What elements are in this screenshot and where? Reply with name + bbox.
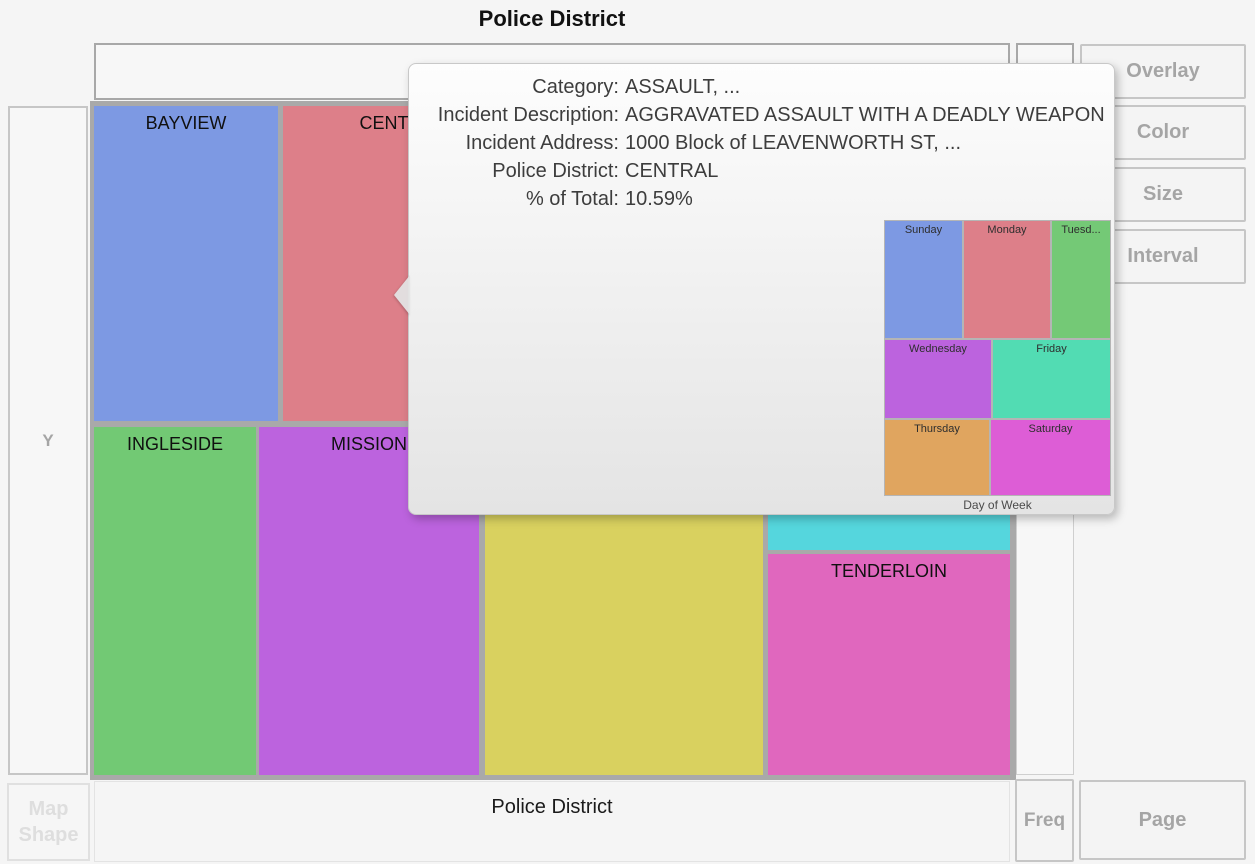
tooltip-label: % of Total: <box>525 188 619 210</box>
page-title: Police District <box>478 6 626 31</box>
tooltip-label: Category: <box>532 76 619 98</box>
minimap-cell-friday: Friday <box>993 340 1110 418</box>
minimap-cell-tuesday: Tuesd... <box>1052 221 1110 338</box>
y-drop-zone[interactable]: Y <box>8 106 88 775</box>
minimap-caption: Day of Week <box>963 498 1032 512</box>
hover-tooltip: Category: ASSAULT, ... Incident Descript… <box>394 63 1115 515</box>
tooltip-row-pct-of-total: % of Total: 10.59% <box>425 185 1106 213</box>
tooltip-value: 10.59% <box>625 188 693 210</box>
tooltip-row-incident-address: Incident Address: 1000 Block of LEAVENWO… <box>425 129 1106 157</box>
tooltip-value: 1000 Block of LEAVENWORTH ST, ... <box>625 132 962 154</box>
minimap-cell-thursday: Thursday <box>885 420 989 495</box>
tooltip-rows: Category: ASSAULT, ... Incident Descript… <box>425 73 1106 213</box>
map-shape-drop-zone[interactable]: Map Shape <box>7 783 90 861</box>
tooltip-label: Incident Address: <box>465 132 619 154</box>
tooltip-value: CENTRAL <box>625 160 719 182</box>
tooltip-row-police-district: Police District: CENTRAL <box>425 157 1106 185</box>
tooltip-anchor-arrow-icon <box>394 275 410 315</box>
treemap-cell-tenderloin[interactable]: TENDERLOIN <box>768 554 1010 775</box>
minimap-cell-monday: Monday <box>964 221 1050 338</box>
freq-drop-zone[interactable]: Freq <box>1015 779 1074 862</box>
tooltip-value: AGGRAVATED ASSAULT WITH A DEADLY WEAPON,… <box>625 104 1106 126</box>
page-drop-zone[interactable]: Page <box>1079 780 1246 860</box>
minimap-cell-wednesday: Wednesday <box>885 340 991 418</box>
treemap-cell-ingleside[interactable]: INGLESIDE <box>94 427 256 775</box>
tooltip-row-incident-description: Incident Description: AGGRAVATED ASSAULT… <box>425 101 1106 129</box>
day-of-week-minimap: Sunday Monday Tuesd... Wednesday Friday … <box>884 220 1111 496</box>
x-drop-zone[interactable]: Police District <box>94 781 1010 862</box>
treemap-cell-bayview[interactable]: BAYVIEW <box>94 106 278 421</box>
minimap-cell-sunday: Sunday <box>885 221 962 338</box>
tooltip-label: Incident Description: <box>437 104 619 126</box>
tooltip-row-category: Category: ASSAULT, ... <box>425 73 1106 101</box>
tooltip-value: ASSAULT, ... <box>625 76 741 98</box>
tooltip-label: Police District: <box>492 160 619 182</box>
minimap-cell-saturday: Saturday <box>991 420 1110 495</box>
